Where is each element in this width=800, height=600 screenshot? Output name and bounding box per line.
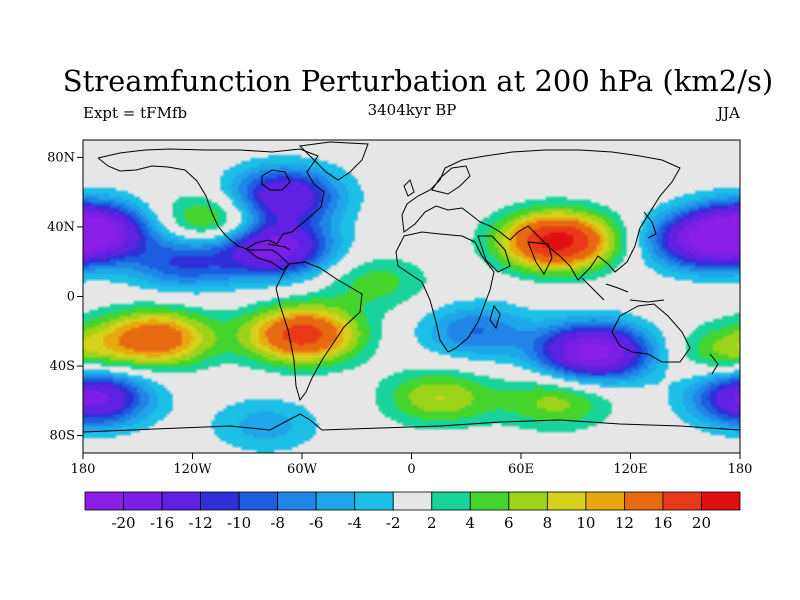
chart-title: Streamfunction Perturbation at 200 hPa (… <box>63 64 773 98</box>
colorbar-label: -12 <box>189 514 213 532</box>
colorbar-box <box>354 491 394 511</box>
time-label: 3404kyr BP <box>368 101 457 119</box>
x-tick-label: 60W <box>287 462 318 477</box>
coastlines <box>83 141 740 433</box>
colorbar-label: -8 <box>270 514 285 532</box>
colorbar-label: 20 <box>692 514 711 532</box>
x-tick-label: 180 <box>728 462 753 477</box>
coast-britain <box>403 179 415 197</box>
colorbar-label: 12 <box>615 514 634 532</box>
colorbar-box <box>200 491 240 511</box>
map-plot-area <box>82 139 741 454</box>
colorbar-label: -16 <box>150 514 174 532</box>
colorbar-label: 10 <box>576 514 595 532</box>
y-tick-label: 80S <box>50 429 75 444</box>
colorbar-label: 2 <box>427 514 437 532</box>
x-tick-label: 120E <box>613 462 647 477</box>
coast-australia <box>611 303 691 363</box>
colorbar-box <box>392 491 433 511</box>
coast-africa <box>395 231 495 353</box>
colorbar-label: -10 <box>227 514 251 532</box>
coast-madagascar <box>489 304 501 330</box>
coast-hudson-bay <box>261 169 291 191</box>
y-tick-label: 80N <box>47 150 75 165</box>
coast-india <box>527 241 553 275</box>
colorbar-box <box>123 491 163 511</box>
coast-greenland <box>298 141 369 181</box>
season-label: JJA <box>715 104 740 122</box>
x-tick-label: 60E <box>508 462 534 477</box>
colorbar-box <box>277 491 317 511</box>
colorbar-box <box>84 491 124 511</box>
colorbar-box <box>431 491 471 511</box>
coast-antarctica <box>83 413 740 433</box>
coast-south-america <box>275 261 363 402</box>
y-tick-label: 0 <box>67 290 75 305</box>
y-axis: 80N 40N 0 40S 80S <box>47 150 83 444</box>
colorbar-label: 8 <box>543 514 553 532</box>
x-tick-label: 0 <box>407 462 415 477</box>
coast-cuba <box>267 243 291 251</box>
coast-north-america <box>97 148 325 271</box>
colorbar-label: -6 <box>309 514 324 532</box>
x-tick-label: 120W <box>173 462 212 477</box>
colorbar-label: -2 <box>386 514 401 532</box>
streamfunction-field <box>83 140 740 453</box>
colorbar-box <box>508 491 548 511</box>
colorbar-label: -4 <box>347 514 362 532</box>
coast-arabia <box>477 235 511 273</box>
colorbar-label: 4 <box>466 514 476 532</box>
colorbar-box <box>469 491 510 511</box>
coast-eurasia <box>401 149 681 281</box>
coast-scandinavia <box>431 165 471 195</box>
coast-southeast-asia <box>581 277 665 303</box>
colorbar-box <box>701 491 741 511</box>
coast-japan <box>643 211 657 239</box>
colorbar-box <box>238 491 279 511</box>
x-tick-label: 180 <box>71 462 96 477</box>
y-tick-label: 40N <box>47 220 75 235</box>
colorbar-label: 16 <box>653 514 672 532</box>
colorbar-box <box>662 491 702 511</box>
colorbar: -20 -16 -12 -10 -8 -6 -4 -2 2 4 6 8 10 12 16 20 <box>84 491 741 532</box>
colorbar-box <box>585 491 625 511</box>
x-axis: 180 120W 60W 0 60E 120E 180 <box>71 453 753 477</box>
colorbar-label: 6 <box>504 514 514 532</box>
colorbar-box <box>546 491 587 511</box>
y-tick-label: 40S <box>50 359 75 374</box>
colorbar-box <box>161 491 201 511</box>
experiment-label: Expt = tFMfb <box>83 104 187 122</box>
colorbar-box <box>624 491 664 511</box>
colorbar-label: -20 <box>111 514 135 532</box>
coast-new-zealand <box>709 353 719 375</box>
colorbar-box <box>315 491 356 511</box>
